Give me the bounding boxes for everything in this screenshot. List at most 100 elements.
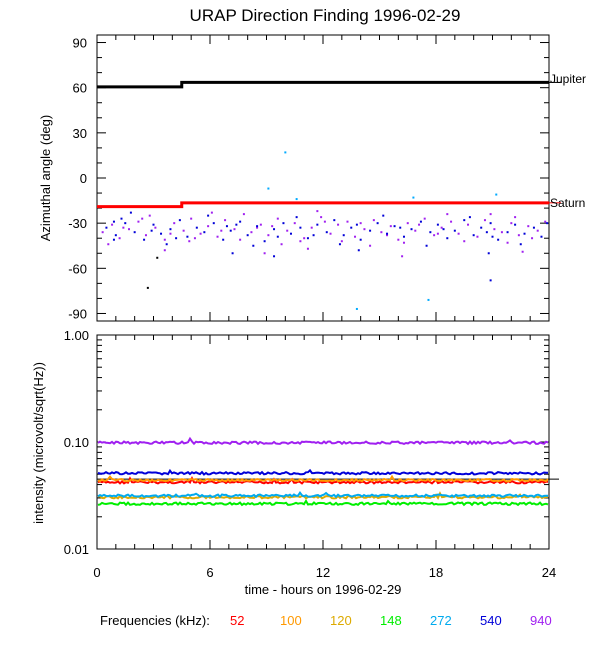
angle-data-point xyxy=(472,234,475,237)
angle-data-point xyxy=(203,231,206,234)
angle-data-point xyxy=(295,216,298,219)
angle-data-point xyxy=(402,235,405,238)
angle-data-point xyxy=(293,222,296,225)
angle-data-point xyxy=(406,222,409,225)
chart-title: URAP Direction Finding 1996-02-29 xyxy=(190,6,461,25)
angle-data-point xyxy=(169,232,172,235)
angle-data-point xyxy=(506,241,509,244)
angle-data-point xyxy=(425,244,428,247)
angle-data-point xyxy=(440,226,443,229)
angle-data-point xyxy=(402,241,405,244)
angle-data-point xyxy=(273,228,276,231)
angle-data-point xyxy=(346,220,349,223)
angle-data-point xyxy=(380,231,383,234)
angle-data-point xyxy=(112,238,115,241)
angle-data-point xyxy=(256,226,259,229)
angle-data-point xyxy=(453,229,456,232)
angle-data-point xyxy=(320,216,323,219)
saturn-reference-line xyxy=(97,201,549,209)
angle-data-point xyxy=(133,231,136,234)
angle-data-point xyxy=(386,234,389,237)
angle-data-point xyxy=(514,216,517,219)
angle-data-point xyxy=(393,225,396,228)
time-x-axis-label: time - hours on 1996-02-29 xyxy=(245,582,402,597)
intensity-y-axis-label: intensity (microvolt/sqrt(Hz)) xyxy=(31,362,46,524)
angle-data-point xyxy=(222,238,225,241)
angle-data-point xyxy=(299,226,302,229)
angle-data-point xyxy=(386,232,389,235)
angle-data-point xyxy=(316,223,319,226)
angle-data-point xyxy=(195,226,198,229)
angle-data-point xyxy=(323,220,326,223)
angle-data-point xyxy=(436,232,439,235)
angle-data-point xyxy=(480,226,483,229)
angle-data-point xyxy=(150,229,153,232)
saturn-label: Saturn xyxy=(550,196,585,210)
x-tick-label: 24 xyxy=(542,565,556,580)
angle-data-point xyxy=(175,237,178,240)
angle-data-point xyxy=(252,244,255,247)
angle-data-point xyxy=(506,231,509,234)
angle-data-point xyxy=(519,243,522,246)
angle-data-point xyxy=(259,223,262,226)
angle-data-point xyxy=(436,223,439,226)
angle-data-point xyxy=(342,234,345,237)
angle-data-point xyxy=(163,249,166,252)
angle-data-point xyxy=(122,226,125,229)
angle-data-point xyxy=(468,216,471,219)
angle-data-point xyxy=(312,234,315,237)
intensity-x-ticks: 0 6 12 18 24 xyxy=(93,335,556,580)
angle-data-point xyxy=(500,231,503,234)
jupiter-reference-line xyxy=(97,80,549,89)
angle-panel: 90 60 30 0 -30 -60 -90 Azimuthal angle (deg) J… xyxy=(38,34,586,322)
angle-y-tick-label: -60 xyxy=(68,261,87,276)
angle-data-point xyxy=(491,235,494,238)
angle-data-point xyxy=(397,238,400,241)
angle-data-point xyxy=(333,219,336,222)
angle-data-point xyxy=(410,228,413,231)
intensity-series-940 xyxy=(97,436,549,446)
angle-data-point xyxy=(229,229,232,232)
angle-data-point xyxy=(419,220,422,223)
angle-data-point xyxy=(165,243,168,246)
legend-item-940: 940 xyxy=(530,613,552,628)
angle-data-point xyxy=(337,223,340,226)
angle-data-point xyxy=(299,240,302,243)
legend-item-148: 148 xyxy=(380,613,402,628)
legend-item-120: 120 xyxy=(330,613,352,628)
angle-data-point xyxy=(280,243,283,246)
angle-data-point xyxy=(190,217,193,220)
angle-data-point xyxy=(527,225,530,228)
angle-data-point xyxy=(350,226,353,229)
intensity-series-272 xyxy=(97,490,549,499)
angle-data-point xyxy=(212,222,215,225)
angle-data-point xyxy=(143,238,146,241)
angle-data-point xyxy=(485,231,488,234)
angle-data-point xyxy=(423,217,426,220)
angle-data-point xyxy=(186,235,189,238)
frequency-legend: Frequencies (kHz): 52 100 120 148 272 540 940 xyxy=(100,613,552,628)
angle-data-point xyxy=(120,217,123,220)
legend-item-52: 52 xyxy=(230,613,244,628)
angle-data-point xyxy=(329,232,332,235)
angle-data-point xyxy=(289,232,292,235)
angle-data-point xyxy=(467,223,470,226)
angle-data-point xyxy=(359,222,362,225)
angle-data-point xyxy=(382,214,385,217)
angle-data-point xyxy=(141,217,144,220)
angle-data-point xyxy=(276,235,279,238)
legend-prefix: Frequencies (kHz): xyxy=(100,613,210,628)
intensity-series-540 xyxy=(97,468,549,476)
angle-y-tick-label: 60 xyxy=(73,81,87,96)
angle-y-tick-label: 90 xyxy=(73,36,87,51)
angle-data-point xyxy=(372,219,375,222)
angle-data-point xyxy=(286,229,289,232)
angle-data-point xyxy=(178,219,181,222)
angle-data-point xyxy=(188,240,191,243)
angle-data-point xyxy=(544,220,547,223)
angle-data-point xyxy=(412,196,415,199)
angle-data-point xyxy=(363,228,366,231)
angle-data-point xyxy=(316,210,319,213)
angle-data-point xyxy=(216,235,219,238)
angle-data-point xyxy=(523,232,526,235)
